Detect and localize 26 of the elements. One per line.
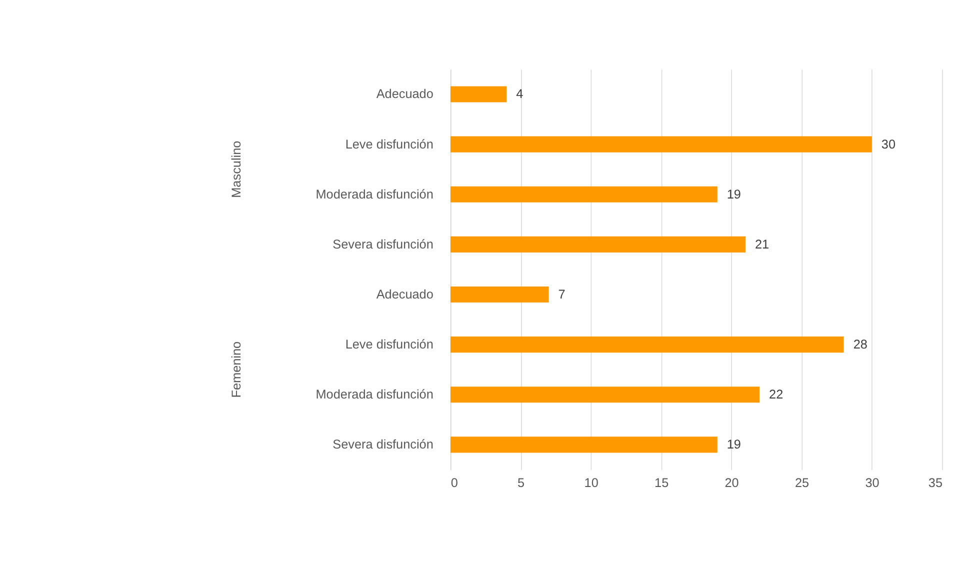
y-tick-label: Leve disfunción — [345, 338, 434, 352]
text: Femenino — [229, 341, 244, 398]
x-tick-label: 30 — [865, 476, 880, 490]
x-tick-label: 35 — [928, 476, 943, 490]
data-label: 21 — [754, 237, 770, 252]
text: Masculino — [229, 140, 244, 198]
x-tick-label: 15 — [654, 476, 669, 490]
data-label: 19 — [726, 438, 741, 452]
data-label: 22 — [769, 388, 784, 402]
data-label: 30 — [881, 137, 896, 152]
x-tick-label: 25 — [795, 476, 810, 490]
y-tick-label: Moderada disfunción — [316, 187, 434, 202]
x-tick-label: 20 — [724, 476, 739, 490]
y-tick-label: Severa disfunción — [332, 438, 434, 452]
x-tick-label: 5 — [518, 476, 525, 490]
y-tick-label: Severa disfunción — [332, 237, 434, 252]
data-label: 4 — [516, 87, 524, 102]
y-tick-label: Adecuado — [376, 87, 434, 102]
data-label: 19 — [726, 187, 741, 202]
y-tick-label: Adecuado — [376, 287, 434, 302]
data-label: 28 — [853, 338, 868, 352]
y-tick-label: Leve disfunción — [345, 137, 434, 152]
y-tick-label: Moderada disfunción — [316, 388, 434, 402]
x-tick-label: 0 — [450, 476, 458, 490]
x-tick-label: 10 — [584, 476, 598, 490]
data-label: 7 — [558, 287, 566, 302]
